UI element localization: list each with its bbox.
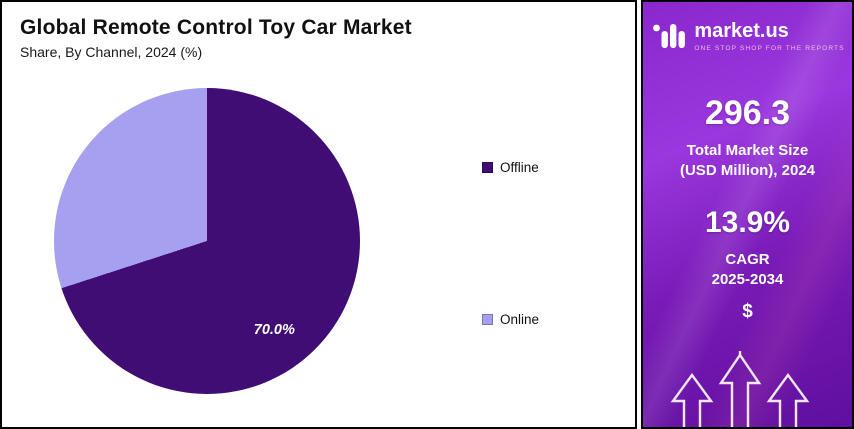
brand-logo: market.us ONE STOP SHOP FOR THE REPORTS <box>650 18 844 54</box>
pie-chart: 70.0% <box>54 88 360 394</box>
market-size-label-line1: Total Market Size <box>686 142 809 159</box>
legend-swatch-offline <box>482 162 493 173</box>
legend-label-offline: Offline <box>500 160 539 175</box>
legend-swatch-online <box>482 314 493 325</box>
market-size-label: Total Market Size (USD Million), 2024 <box>680 141 815 180</box>
dollar-icon: $ <box>742 301 753 322</box>
legend-label-online: Online <box>500 312 540 327</box>
brand-tagline: ONE STOP SHOP FOR THE REPORTS <box>694 44 845 52</box>
cagr-value: 13.9% <box>704 206 791 239</box>
market-size-label-line2: (USD Million), 2024 <box>679 161 816 179</box>
legend-item-offline: Offline <box>482 160 539 175</box>
chart-panel: Global Remote Control Toy Car Market Sha… <box>0 0 637 429</box>
brand-panel: market.us ONE STOP SHOP FOR THE REPORTS … <box>641 0 854 429</box>
cagr-label-line1: CAGR <box>725 251 770 268</box>
cagr-label: CAGR 2025-2034 <box>712 250 784 289</box>
pie-slice-label: 70.0% <box>253 321 295 338</box>
brand-name: market.us <box>694 19 789 42</box>
market-size-value: 296.3 <box>704 94 791 132</box>
cagr-label-line2: 2025-2034 <box>711 270 784 288</box>
growth-arrows-icon <box>670 351 809 427</box>
legend-item-online: Online <box>482 312 539 327</box>
chart-legend: Offline Online <box>482 160 539 327</box>
brand-text: market.us ONE STOP SHOP FOR THE REPORTS <box>694 21 844 52</box>
chart-subtitle: Share, By Channel, 2024 (%) <box>20 44 203 60</box>
page-title: Global Remote Control Toy Car Market <box>20 16 412 39</box>
marketus-logo-icon <box>653 24 686 48</box>
